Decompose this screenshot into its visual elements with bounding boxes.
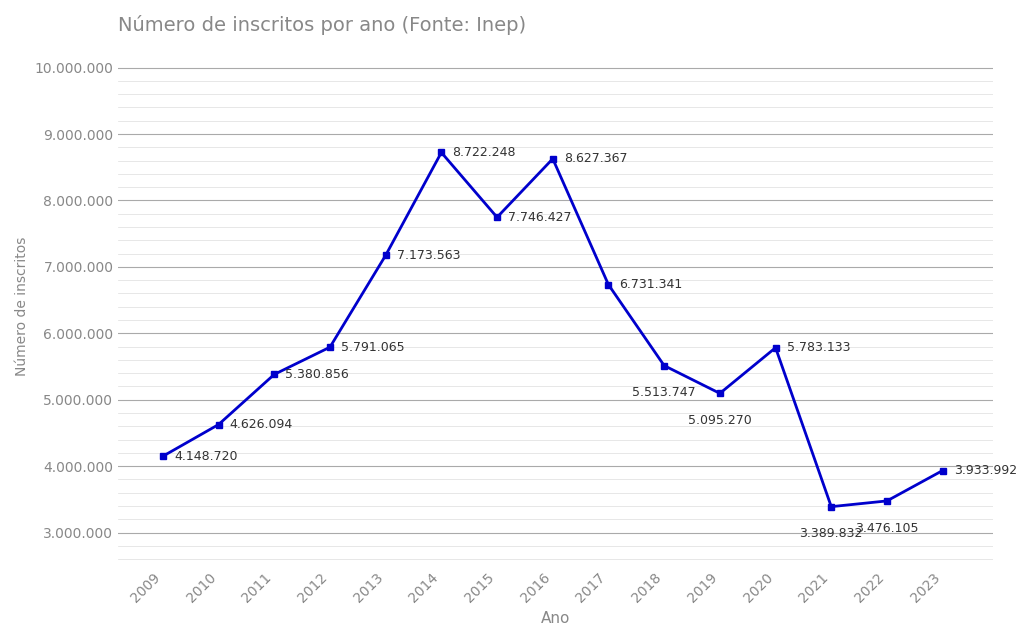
Text: 7.173.563: 7.173.563 bbox=[397, 249, 460, 262]
X-axis label: Ano: Ano bbox=[541, 611, 570, 626]
Text: 4.148.720: 4.148.720 bbox=[174, 450, 237, 463]
Text: 3.476.105: 3.476.105 bbox=[855, 522, 919, 535]
Text: 4.626.094: 4.626.094 bbox=[230, 418, 293, 431]
Text: 8.627.367: 8.627.367 bbox=[564, 153, 628, 165]
Text: 6.731.341: 6.731.341 bbox=[620, 278, 683, 291]
Y-axis label: Número de inscritos: Número de inscritos bbox=[15, 237, 29, 376]
Text: 3.389.832: 3.389.832 bbox=[800, 528, 863, 540]
Text: 5.095.270: 5.095.270 bbox=[688, 414, 752, 427]
Text: Número de inscritos por ano (Fonte: Inep): Número de inscritos por ano (Fonte: Inep… bbox=[118, 15, 526, 35]
Text: 5.513.747: 5.513.747 bbox=[632, 387, 696, 399]
Text: 5.783.133: 5.783.133 bbox=[786, 341, 851, 354]
Text: 3.933.992: 3.933.992 bbox=[954, 464, 1017, 477]
Text: 5.380.856: 5.380.856 bbox=[285, 368, 349, 381]
Text: 8.722.248: 8.722.248 bbox=[453, 146, 516, 159]
Text: 5.791.065: 5.791.065 bbox=[341, 340, 405, 354]
Text: 7.746.427: 7.746.427 bbox=[509, 211, 572, 224]
